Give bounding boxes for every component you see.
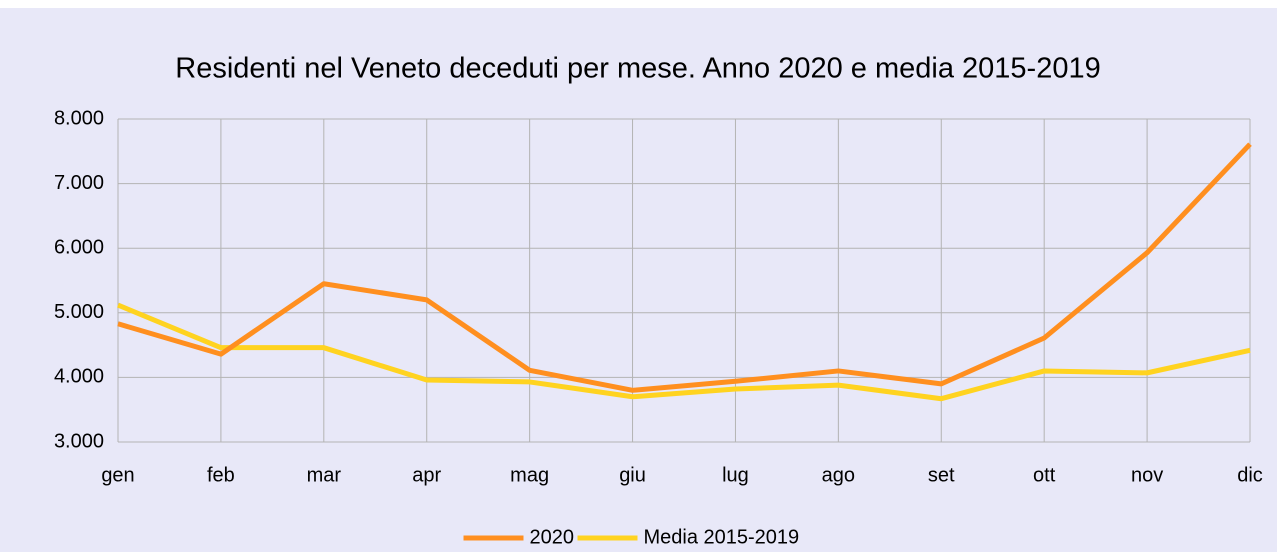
- x-tick-label: dic: [1237, 464, 1263, 486]
- y-tick-label: 6.000: [54, 236, 104, 258]
- x-tick-label: mag: [510, 464, 549, 486]
- y-tick-label: 4.000: [54, 366, 104, 388]
- line-series: [117, 302, 1251, 402]
- x-tick-label: mar: [307, 464, 342, 486]
- x-tick-label: feb: [207, 464, 235, 486]
- legend-label: 2020: [530, 526, 575, 548]
- x-tick-label: lug: [722, 464, 749, 486]
- x-tick-label: nov: [1131, 464, 1163, 486]
- x-tick-label: giu: [619, 464, 646, 486]
- line-series: [117, 142, 1252, 393]
- legend-label: Media 2015-2019: [644, 526, 800, 548]
- x-tick-label: apr: [412, 464, 441, 486]
- chart-title: Residenti nel Veneto deceduti per mese. …: [175, 53, 1100, 85]
- y-tick-label: 7.000: [54, 172, 104, 194]
- x-tick-label: ott: [1033, 464, 1056, 486]
- chart-background: [0, 8, 1277, 552]
- y-tick-label: 5.000: [54, 301, 104, 323]
- x-tick-label: gen: [101, 464, 134, 486]
- y-tick-label: 3.000: [54, 430, 104, 452]
- x-tick-label: ago: [822, 464, 855, 486]
- x-tick-label: set: [928, 464, 955, 486]
- y-tick-label: 8.000: [54, 107, 104, 129]
